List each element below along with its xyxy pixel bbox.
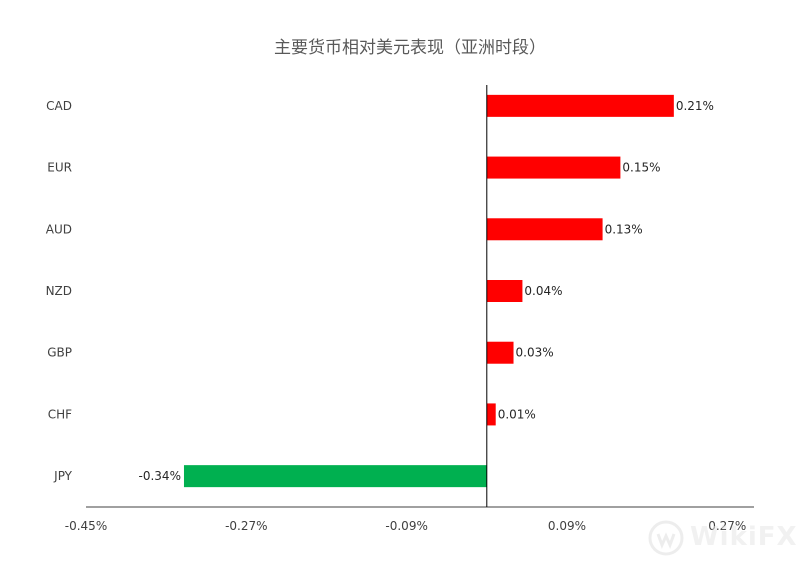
- category-label-cad: CAD: [46, 99, 72, 113]
- category-label-gbp: GBP: [47, 346, 72, 360]
- bar-eur: [486, 156, 621, 179]
- data-label-jpy: -0.34%: [139, 469, 181, 483]
- x-tick-label: 0.09%: [548, 519, 586, 533]
- category-label-aud: AUD: [46, 222, 72, 236]
- bar-gbp: [486, 341, 514, 364]
- bar-jpy: [183, 465, 487, 488]
- bar-chf: [486, 403, 496, 426]
- category-label-nzd: NZD: [46, 284, 72, 298]
- watermark-text: WikiFX: [690, 522, 798, 552]
- x-tick-label: -0.09%: [385, 519, 427, 533]
- watermark: WikiFX: [646, 516, 806, 562]
- x-tick-label: -0.45%: [65, 519, 107, 533]
- data-label-gbp: 0.03%: [516, 346, 554, 360]
- data-label-chf: 0.01%: [498, 407, 536, 421]
- bar-cad: [486, 94, 674, 117]
- data-label-cad: 0.21%: [676, 99, 714, 113]
- chart-title: 主要货币相对美元表现（亚洲时段）: [274, 38, 546, 58]
- x-tick-label: 0.27%: [708, 519, 746, 533]
- data-label-eur: 0.15%: [622, 161, 660, 175]
- category-label-chf: CHF: [48, 407, 72, 421]
- category-label-eur: EUR: [47, 161, 72, 175]
- x-tick-label: -0.27%: [225, 519, 267, 533]
- bar-aud: [486, 218, 603, 241]
- data-label-nzd: 0.04%: [524, 284, 562, 298]
- data-label-aud: 0.13%: [605, 222, 643, 236]
- wikifx-logo-icon: [648, 520, 684, 556]
- bar-nzd: [486, 280, 523, 302]
- category-label-jpy: JPY: [53, 469, 73, 483]
